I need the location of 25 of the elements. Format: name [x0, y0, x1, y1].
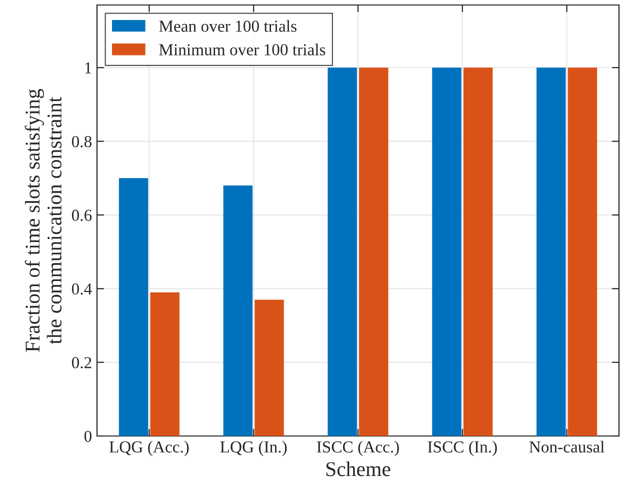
bar — [359, 68, 388, 436]
bar — [568, 68, 598, 436]
y-tick-label: 0.2 — [72, 357, 92, 368]
y-tick-label: 0.8 — [72, 136, 92, 148]
bar — [432, 68, 462, 436]
y-tick-label: 0.4 — [72, 283, 92, 295]
y-axis-title: Fraction of time slots satisfying the communication constraint — [24, 88, 62, 352]
y-tick-label: 0 — [84, 430, 92, 442]
y-tick-label: 0.6 — [72, 210, 92, 221]
bar — [463, 68, 493, 436]
y-tick-label: 1 — [85, 62, 92, 74]
x-tick-label: LQG (In.) — [220, 440, 287, 456]
bar — [328, 68, 357, 436]
bar — [536, 68, 566, 436]
legend-label: Mean over 100 trials — [159, 20, 296, 32]
bar — [223, 186, 253, 436]
x-tick-label: ISCC (Acc.) — [316, 440, 399, 456]
x-axis-title: Scheme — [326, 462, 390, 476]
bar — [254, 300, 284, 436]
bar — [118, 178, 148, 436]
x-tick-label: Non-causal — [529, 440, 604, 453]
x-tick-label: LQG (Acc.) — [109, 440, 189, 456]
legend-label: Minimum over 100 trials — [159, 44, 326, 56]
x-tick-label: ISCC (In.) — [428, 440, 497, 456]
bar — [150, 292, 180, 436]
